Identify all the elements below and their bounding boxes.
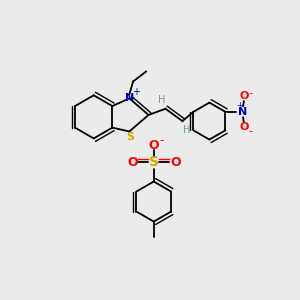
Text: O: O <box>127 156 137 169</box>
Text: O: O <box>148 139 159 152</box>
Text: +: + <box>132 87 140 97</box>
Text: O: O <box>239 122 249 132</box>
Text: -: - <box>249 126 253 136</box>
Text: N: N <box>125 93 134 103</box>
Text: +: + <box>236 101 243 110</box>
Text: -: - <box>159 134 164 147</box>
Text: O: O <box>170 156 181 169</box>
Text: H: H <box>158 94 165 104</box>
Text: O: O <box>239 92 249 101</box>
Text: S: S <box>149 155 159 169</box>
Text: N: N <box>238 107 247 117</box>
Text: -: - <box>249 88 253 98</box>
Text: S: S <box>126 132 134 142</box>
Text: H: H <box>183 125 190 135</box>
